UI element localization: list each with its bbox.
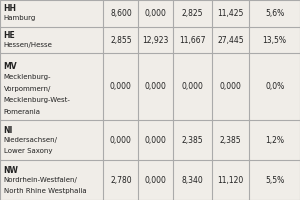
Text: 2,385: 2,385 <box>220 136 242 144</box>
Text: 2,825: 2,825 <box>182 9 203 18</box>
Text: 5,6%: 5,6% <box>265 9 284 18</box>
Text: 0,000: 0,000 <box>110 82 132 91</box>
Text: HE: HE <box>4 31 15 40</box>
Text: 0,000: 0,000 <box>110 136 132 144</box>
Text: Hamburg: Hamburg <box>4 15 36 21</box>
Bar <box>0 120 300 160</box>
Text: 2,855: 2,855 <box>110 36 132 45</box>
Text: 11,667: 11,667 <box>179 36 206 45</box>
Text: 1,2%: 1,2% <box>265 136 284 144</box>
Text: 13,5%: 13,5% <box>263 36 287 45</box>
Text: Pomerania: Pomerania <box>4 109 41 115</box>
Text: 8,340: 8,340 <box>182 176 203 184</box>
Text: 2,385: 2,385 <box>182 136 203 144</box>
Bar <box>0 27 300 53</box>
Text: HH: HH <box>4 4 16 13</box>
Text: 0,0%: 0,0% <box>265 82 284 91</box>
Text: MV: MV <box>4 62 17 71</box>
Text: 11,120: 11,120 <box>218 176 244 184</box>
Text: 2,780: 2,780 <box>110 176 132 184</box>
Text: 0,000: 0,000 <box>145 136 167 144</box>
Text: Mecklenburg-: Mecklenburg- <box>4 74 51 80</box>
Bar <box>0 160 300 200</box>
Bar <box>0 53 300 120</box>
Text: NI: NI <box>4 126 13 135</box>
Text: NW: NW <box>4 166 19 175</box>
Text: 11,425: 11,425 <box>218 9 244 18</box>
Text: Hessen/Hesse: Hessen/Hesse <box>4 42 52 48</box>
Text: 12,923: 12,923 <box>142 36 169 45</box>
Text: 8,600: 8,600 <box>110 9 132 18</box>
Text: 0,000: 0,000 <box>145 9 167 18</box>
Text: Nordrhein-Westfalen/: Nordrhein-Westfalen/ <box>4 177 77 183</box>
Text: North Rhine Westphalia: North Rhine Westphalia <box>4 188 86 194</box>
Text: 0,000: 0,000 <box>145 82 167 91</box>
Text: 27,445: 27,445 <box>217 36 244 45</box>
Text: Mecklenburg-West-: Mecklenburg-West- <box>4 97 70 103</box>
Bar <box>0 0 300 27</box>
Text: 0,000: 0,000 <box>182 82 203 91</box>
Text: Lower Saxony: Lower Saxony <box>4 148 52 154</box>
Text: 5,5%: 5,5% <box>265 176 284 184</box>
Text: Vorpommern/: Vorpommern/ <box>4 86 51 92</box>
Text: 0,000: 0,000 <box>145 176 167 184</box>
Text: 0,000: 0,000 <box>220 82 242 91</box>
Text: Niedersachsen/: Niedersachsen/ <box>4 137 58 143</box>
